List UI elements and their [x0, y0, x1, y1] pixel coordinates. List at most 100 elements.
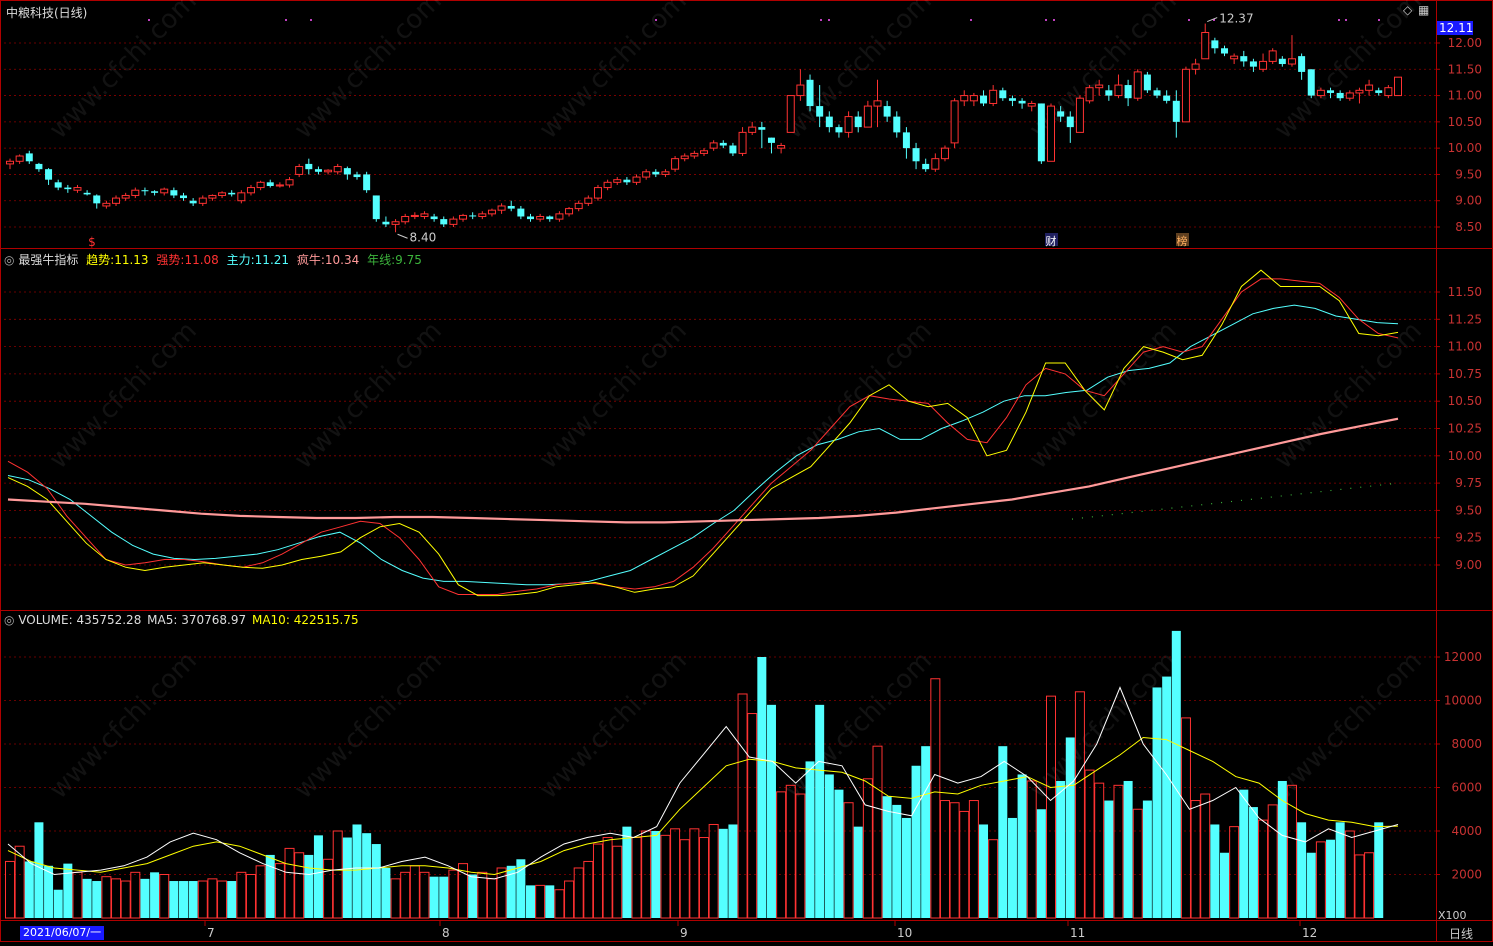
- volume-bar-up: [968, 800, 979, 919]
- volume-bar-up: [486, 878, 497, 919]
- volume-bar-up: [1229, 826, 1240, 919]
- grid-icon[interactable]: ▦: [1418, 3, 1430, 17]
- volume-bar-down: [92, 881, 102, 918]
- volume-bar-down: [815, 704, 825, 918]
- volume-bar-down: [82, 878, 92, 918]
- candle-down: [902, 132, 910, 149]
- volume-bar-up: [1354, 854, 1365, 919]
- ma5-label: MA5:: [147, 613, 178, 627]
- candle-down: [912, 148, 920, 162]
- volume-bar-up: [101, 876, 112, 919]
- price-tick-label: 10.00: [1448, 141, 1482, 155]
- volume-bar-down: [24, 861, 34, 918]
- candle-down: [430, 216, 438, 220]
- month-label: 10: [897, 926, 912, 940]
- indicator-tick-label: 10.50: [1448, 394, 1482, 408]
- volume-bar-up: [602, 837, 613, 919]
- volume-bar-down: [901, 817, 911, 918]
- candle-down: [305, 163, 313, 170]
- candle-down: [719, 142, 727, 146]
- volume-bar-up: [274, 863, 285, 919]
- candle-down: [854, 116, 862, 128]
- candle-down: [1327, 90, 1335, 93]
- volume-bar-up: [1074, 691, 1085, 919]
- candle-down: [835, 127, 843, 133]
- indicator-tick-label: 9.50: [1455, 503, 1482, 517]
- signal-dot: [1338, 19, 1340, 21]
- candle-up: [777, 145, 786, 149]
- candle-down: [343, 168, 351, 175]
- watermark: www.cfchi.com: [1269, 316, 1428, 475]
- volume-bar-down: [1152, 687, 1162, 918]
- volume-bar-down: [1142, 800, 1152, 918]
- candle-up: [1114, 84, 1123, 97]
- candle-up: [246, 187, 255, 194]
- watermark: www.cfchi.com: [289, 316, 448, 475]
- candle-up: [449, 218, 458, 225]
- candle-up: [478, 213, 487, 217]
- volume-bar-up: [1364, 852, 1375, 919]
- volume-bar-up: [1286, 784, 1297, 919]
- candle-up: [613, 179, 622, 183]
- candle-down: [893, 116, 901, 133]
- strong-line: [7, 278, 1399, 595]
- collapse-icon[interactable]: ◎: [4, 253, 15, 267]
- volume-bar-down: [439, 876, 449, 918]
- indicator-tick-label: 11.00: [1448, 340, 1482, 354]
- volume-bar-down: [140, 878, 150, 918]
- candle-up: [15, 155, 24, 162]
- signal-dot: [1045, 19, 1047, 21]
- candle-down: [1278, 58, 1286, 65]
- volume-bar-up: [458, 863, 469, 919]
- candle-down: [1018, 100, 1026, 104]
- signal-dot: [1213, 19, 1215, 21]
- candle-up: [1384, 87, 1393, 97]
- volume-bar-down: [1162, 676, 1172, 918]
- candle-down: [1163, 95, 1171, 101]
- period-label[interactable]: 日线: [1449, 927, 1474, 941]
- signal-dot: [820, 19, 822, 21]
- volume-bar-up: [1026, 780, 1037, 919]
- candle-up: [642, 171, 651, 178]
- volume-bar-down: [352, 824, 362, 918]
- candle-up: [931, 158, 940, 170]
- candle-down: [1221, 48, 1228, 54]
- candle-down: [517, 208, 525, 217]
- signal-dot: [285, 19, 287, 21]
- volume-collapse-icon[interactable]: ◎: [4, 613, 15, 627]
- volume-tick-label: 12000: [1444, 650, 1482, 664]
- volume-bar-down: [313, 835, 323, 918]
- cai-marker-bg: [1045, 233, 1058, 246]
- volume-unit: X100: [1438, 909, 1467, 922]
- candle-up: [680, 155, 689, 160]
- year-line: [1071, 482, 1399, 520]
- volume-bar-up: [795, 793, 806, 919]
- volume-tick-label: 8000: [1451, 737, 1482, 751]
- candle-up: [1191, 63, 1200, 70]
- volume-bar-down: [1374, 822, 1384, 918]
- candle-up: [844, 116, 853, 133]
- volume-bar-up: [872, 745, 883, 919]
- candle-up: [989, 89, 998, 104]
- candle-up: [1355, 89, 1364, 94]
- volume-bar-down: [429, 876, 439, 918]
- volume-tick-label: 4000: [1451, 824, 1482, 838]
- main-line: [7, 304, 1399, 586]
- volume-bar-up: [496, 867, 507, 919]
- volume-bar-down: [1326, 839, 1336, 918]
- candle-up: [593, 187, 602, 199]
- volume-bar-down: [1104, 800, 1114, 918]
- volume-bar-up: [670, 828, 681, 919]
- indicator-name: 最强牛指标: [18, 253, 79, 267]
- bang-marker-bg: [1176, 233, 1189, 246]
- candle-down: [353, 174, 361, 178]
- volume-bar-up: [390, 878, 401, 919]
- candle-up: [1133, 71, 1142, 99]
- candle-down: [1066, 116, 1074, 128]
- candle-up: [160, 188, 169, 194]
- diamond-icon[interactable]: ◇: [1403, 3, 1413, 17]
- candle-up: [1230, 55, 1239, 60]
- candle-up: [574, 202, 583, 210]
